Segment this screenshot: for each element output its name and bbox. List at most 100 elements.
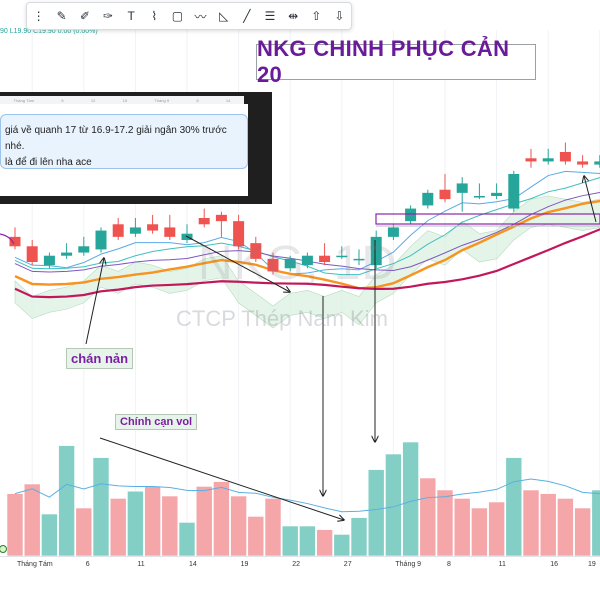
candle-body bbox=[164, 227, 176, 237]
popup-mini-tick: Tháng 9 bbox=[154, 97, 170, 103]
candle-body bbox=[319, 255, 331, 262]
candle-body bbox=[95, 230, 107, 250]
candle-body bbox=[112, 224, 124, 237]
candle-body bbox=[284, 258, 296, 269]
x-tick-label: 19 bbox=[588, 561, 596, 568]
message-line-1: giá về quanh 17 từ 16.9-17.2 giải ngân 3… bbox=[5, 125, 227, 152]
volume-bar bbox=[75, 507, 93, 557]
ema-orange-line bbox=[14, 199, 600, 290]
rectangle-icon[interactable]: ▢ bbox=[171, 9, 184, 23]
annotation-arrow bbox=[85, 258, 104, 345]
volume-bar bbox=[471, 507, 488, 557]
candle-body bbox=[215, 214, 227, 222]
x-tick-label: 8 bbox=[447, 561, 451, 568]
fib-icon[interactable]: ☰ bbox=[264, 9, 276, 23]
candle-body bbox=[147, 224, 159, 231]
candle-body bbox=[26, 246, 38, 262]
chart-title: NKG CHINH PHỤC CẢN 20 bbox=[257, 36, 510, 87]
popup-mini-tick: 8 bbox=[196, 97, 199, 103]
volume-bar bbox=[23, 483, 41, 557]
arrow-down-icon[interactable]: ⇩ bbox=[334, 9, 345, 23]
volume-ma-line bbox=[14, 478, 600, 513]
polyline-icon[interactable]: 〰 bbox=[194, 9, 207, 24]
volume-bar bbox=[109, 498, 127, 557]
volume-bar bbox=[230, 495, 247, 557]
candle-body bbox=[508, 174, 520, 209]
line-icon[interactable]: ╱ bbox=[243, 9, 251, 23]
candle-body bbox=[473, 196, 485, 198]
annotation-arrow bbox=[584, 176, 597, 223]
volume-bar bbox=[178, 522, 196, 557]
status-dot-icon bbox=[0, 545, 7, 553]
volume-bar bbox=[505, 457, 523, 557]
popup-mini-tick: 12 bbox=[90, 97, 96, 103]
x-tick-label: 19 bbox=[240, 561, 249, 568]
brush-icon[interactable]: ✎ bbox=[56, 9, 67, 23]
candle-body bbox=[387, 227, 399, 237]
annotation-chan-nan[interactable]: chán nản bbox=[66, 348, 134, 369]
volume-bar bbox=[402, 441, 419, 557]
candle-body bbox=[353, 258, 365, 261]
candle-body bbox=[525, 158, 537, 162]
candle-body bbox=[577, 161, 589, 165]
candle-body bbox=[594, 161, 600, 165]
candle-body bbox=[439, 189, 451, 200]
volume-bar bbox=[574, 507, 591, 557]
candle-body bbox=[43, 255, 55, 266]
ma-purple-line bbox=[14, 191, 600, 273]
candle-body bbox=[129, 227, 141, 234]
candle-body bbox=[198, 218, 210, 225]
x-tick-label: 22 bbox=[292, 561, 300, 568]
volume-bar bbox=[367, 469, 385, 557]
annotation-chinh-can-vol[interactable]: Chính cạn vol bbox=[115, 414, 198, 430]
annotation-arrow bbox=[185, 235, 290, 292]
drag-icon: ⋮ bbox=[32, 9, 45, 23]
watermark-company: CTCP Thép Nam Kim bbox=[176, 306, 388, 331]
path-icon[interactable]: ⌇ bbox=[151, 9, 158, 23]
text-icon[interactable]: T bbox=[127, 9, 135, 23]
volume-bar bbox=[58, 445, 75, 557]
volume-bar bbox=[557, 498, 574, 557]
volume-bar bbox=[264, 498, 282, 557]
arrow-up-icon[interactable]: ⇧ bbox=[311, 9, 322, 23]
candle-body bbox=[422, 192, 434, 206]
candle-body bbox=[491, 192, 503, 196]
x-tick-label: 16 bbox=[550, 561, 558, 568]
ohlc-prefix: 90 bbox=[0, 28, 8, 35]
x-tick-label: 11 bbox=[498, 561, 506, 568]
highlighter-icon[interactable]: ✑ bbox=[102, 9, 114, 23]
popup-mini-tick: 14 bbox=[225, 97, 231, 103]
pencil-icon[interactable]: ✐ bbox=[79, 9, 90, 23]
x-tick-label: 6 bbox=[85, 561, 90, 568]
candle-body bbox=[336, 255, 348, 258]
volume-bar bbox=[419, 477, 437, 557]
volume-bar bbox=[333, 534, 351, 557]
candle-body bbox=[267, 258, 279, 272]
candle-body bbox=[78, 246, 90, 253]
popup-mini-tick: Tháng Tám bbox=[13, 97, 35, 103]
popup-mini-tick: 15 bbox=[122, 97, 128, 103]
volume-bar bbox=[316, 529, 333, 557]
ichimoku-cloud bbox=[14, 195, 600, 329]
volume-bar bbox=[161, 495, 179, 557]
volume-bar bbox=[539, 493, 557, 557]
volume-bar bbox=[6, 493, 24, 557]
volume-bar bbox=[213, 481, 230, 557]
volume-bar bbox=[350, 517, 368, 557]
volume-bar bbox=[247, 516, 265, 557]
ohlc-values: L19.90 C19.90 0.00 (0.00%) bbox=[9, 28, 98, 35]
x-axis[interactable]: Tháng Tám 6 11 14 19 22 27 Tháng 9 8 11 16 19 bbox=[0, 556, 600, 601]
triangle-icon[interactable]: ◺ bbox=[219, 9, 229, 23]
x-tick-label: Tháng 9 bbox=[395, 561, 422, 568]
watermark-symbol: NKG, 1D bbox=[198, 237, 398, 290]
message-popup-mini-axis: Tháng Tám 6 12 15 Tháng 9 8 14 bbox=[0, 96, 244, 104]
message-line-2: là để đi lên nha ace bbox=[5, 157, 92, 168]
ohlc-legend: 90 L19.90 C19.90 0.00 (0.00%) bbox=[0, 28, 98, 35]
range-icon[interactable]: ⇹ bbox=[288, 9, 299, 23]
chart-title-box[interactable]: NKG CHINH PHỤC CẢN 20 bbox=[256, 36, 536, 87]
candle-body bbox=[301, 255, 313, 266]
volume-bar bbox=[591, 489, 600, 557]
volume-bar bbox=[144, 486, 161, 557]
candle-body bbox=[542, 158, 554, 162]
